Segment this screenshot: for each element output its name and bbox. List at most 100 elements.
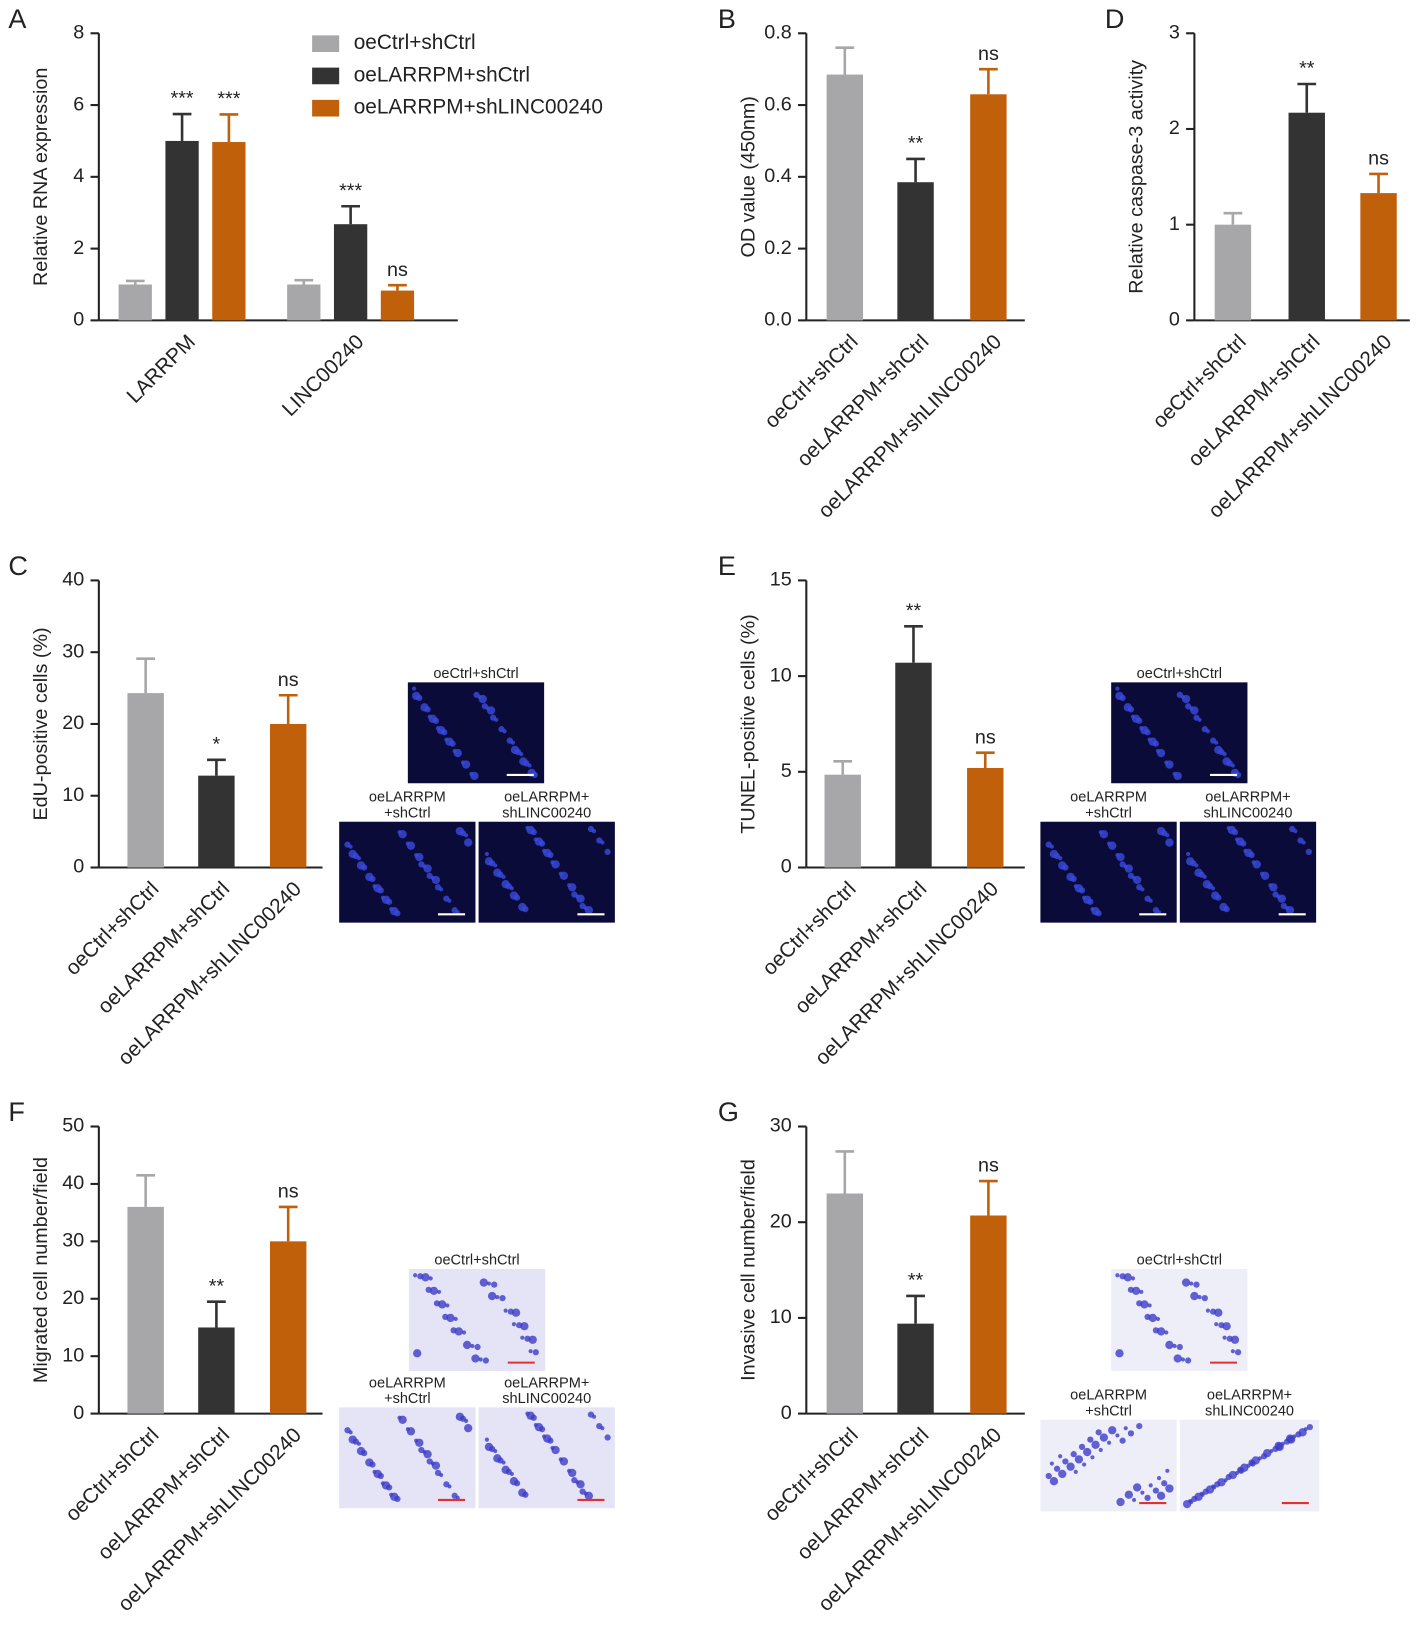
cell <box>1136 884 1143 891</box>
cell <box>405 1427 410 1432</box>
cell <box>1180 1357 1186 1362</box>
cell <box>1115 686 1120 691</box>
cell <box>470 1343 475 1349</box>
cell <box>1144 1494 1151 1501</box>
cell <box>542 1434 547 1439</box>
panel-letter: E <box>718 551 736 581</box>
cell <box>1073 1469 1078 1474</box>
y-axis-label: Invasive cell number/field <box>737 1159 759 1381</box>
cell <box>1073 884 1078 889</box>
cell <box>1269 1448 1274 1454</box>
cell <box>1130 714 1136 719</box>
cell <box>1185 703 1192 710</box>
cell <box>365 872 374 882</box>
cell <box>479 1278 488 1287</box>
y-tick-label: 8 <box>73 22 84 44</box>
cell <box>509 1477 519 1486</box>
cell <box>1148 1313 1157 1323</box>
y-tick-label: 4 <box>73 165 84 187</box>
micrograph-caption: oeLARRPM+ <box>504 790 589 806</box>
cell <box>1222 1322 1231 1331</box>
cell <box>1115 691 1124 701</box>
cell <box>1095 1429 1102 1436</box>
cell <box>471 1354 480 1363</box>
y-tick-label: 6 <box>73 93 84 115</box>
cell <box>397 830 402 835</box>
cell <box>520 1322 529 1331</box>
cell <box>1297 837 1304 844</box>
bar <box>826 74 864 321</box>
cell <box>389 907 394 912</box>
x-tick-label: LARRPM <box>122 330 200 408</box>
cell <box>1222 757 1231 766</box>
cell <box>1087 1436 1094 1443</box>
bar <box>333 224 368 321</box>
cell <box>1190 1291 1199 1301</box>
y-axis-label: Relative caspase-3 activity <box>1125 60 1147 294</box>
cell <box>372 1469 377 1474</box>
cell <box>558 871 563 876</box>
bar <box>824 774 861 868</box>
cell <box>1202 879 1212 889</box>
cell <box>1090 1455 1095 1460</box>
micrograph <box>1040 1419 1177 1512</box>
cell <box>1272 891 1279 898</box>
cell <box>567 1468 572 1473</box>
cell <box>1098 830 1103 835</box>
cell <box>443 1481 450 1488</box>
bar <box>897 1323 934 1414</box>
cell <box>1083 1447 1092 1457</box>
cell <box>1127 1430 1135 1437</box>
micrograph-caption: oeLARRPM <box>1070 790 1147 806</box>
cell <box>1123 1273 1132 1282</box>
cell <box>1133 1483 1142 1492</box>
cell <box>558 1457 563 1462</box>
cell <box>542 848 547 853</box>
panel-letter: G <box>718 1097 739 1127</box>
micrograph <box>408 1269 546 1371</box>
legend-swatch <box>312 35 340 53</box>
cell <box>1053 1465 1061 1472</box>
x-tick-label: oeLARRPM+shCtrl <box>790 877 931 1018</box>
cell <box>1155 748 1161 754</box>
cell <box>1226 825 1231 831</box>
cell <box>604 1434 611 1441</box>
cell <box>1131 1286 1141 1296</box>
cell <box>1161 1480 1168 1487</box>
cell <box>509 891 519 900</box>
cell <box>1127 872 1135 879</box>
cell <box>1306 1424 1313 1431</box>
cell <box>1268 883 1273 888</box>
cell <box>414 1438 419 1443</box>
y-tick-label: 30 <box>62 640 84 662</box>
cell <box>1091 1440 1100 1449</box>
cell <box>1119 1437 1126 1444</box>
cell <box>1197 1295 1202 1300</box>
cell <box>491 1281 498 1288</box>
cell <box>1298 1428 1307 1437</box>
cell <box>1181 1278 1191 1287</box>
micrograph-caption: oeCtrl+shCtrl <box>433 666 518 682</box>
cell <box>1115 1273 1120 1278</box>
cell <box>1172 1343 1177 1349</box>
micrograph-caption: oeLARRPM <box>1070 1388 1147 1404</box>
cell <box>356 1446 366 1456</box>
micrograph-caption: +shCtrl <box>384 805 430 821</box>
cell <box>1130 1276 1136 1281</box>
bar <box>127 693 164 868</box>
cell <box>421 1273 430 1282</box>
micrograph-caption: shLINC00240 <box>502 805 591 821</box>
cell <box>487 1291 497 1301</box>
cell <box>1098 1447 1103 1453</box>
cell <box>1193 714 1200 721</box>
legend-label: oeLARRPM+shCtrl <box>354 63 530 86</box>
cell <box>1116 1497 1125 1507</box>
legend-swatch <box>312 99 340 117</box>
cell <box>413 1273 418 1278</box>
cell <box>372 884 377 889</box>
cell <box>380 895 385 900</box>
cell <box>1234 1470 1240 1475</box>
cell <box>427 714 432 719</box>
